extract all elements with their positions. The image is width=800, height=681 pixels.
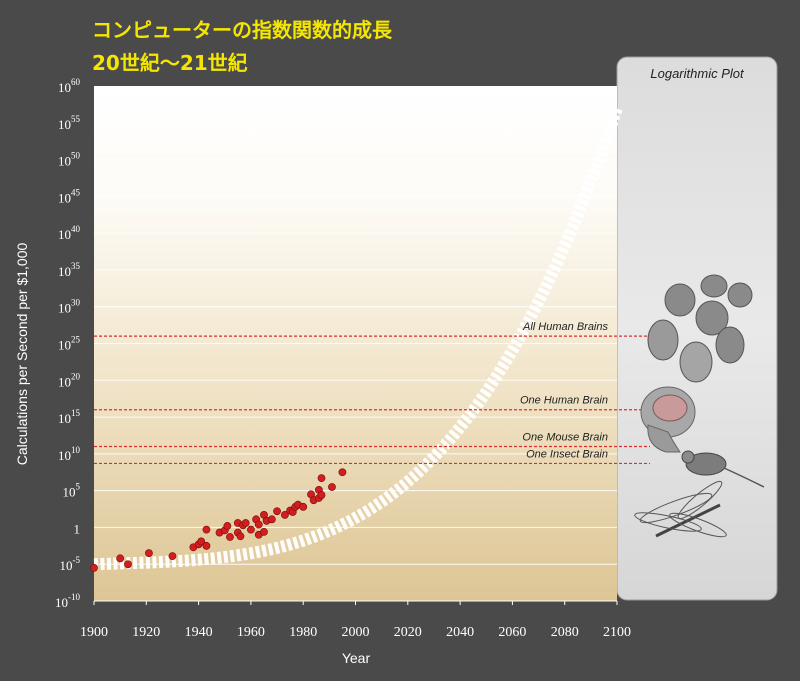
- data-point: [246, 525, 255, 534]
- x-axis-label: Year: [342, 650, 371, 666]
- y-tick-label: 10-5: [60, 555, 81, 573]
- data-point: [116, 554, 125, 563]
- data-point: [338, 468, 347, 477]
- trend-curve: [93, 106, 623, 571]
- reference-label: One Insect Brain: [526, 448, 608, 460]
- y-tick-label: 1015: [58, 408, 81, 426]
- y-tick-label: 10-10: [55, 592, 80, 610]
- data-point: [202, 541, 211, 550]
- chart-subtitle: 20世紀〜21世紀: [92, 51, 248, 75]
- y-tick-label: 1060: [58, 77, 81, 95]
- data-point: [267, 515, 276, 524]
- data-point: [241, 519, 250, 527]
- y-tick-label: 1010: [58, 445, 81, 463]
- reference-label: One Mouse Brain: [522, 432, 608, 444]
- data-point: [280, 511, 289, 519]
- data-point: [90, 563, 98, 572]
- data-point: [202, 525, 211, 534]
- mouse-image: [681, 450, 765, 488]
- data-points: [90, 468, 347, 572]
- x-tick-label: 2020: [394, 625, 422, 640]
- y-tick-labels: 10-10 10-5 1 105 1010 1015 1020 1025 1030 1035 104…: [55, 77, 81, 610]
- x-tick-label: 1900: [80, 625, 108, 640]
- x-tick-label: 1940: [185, 625, 213, 640]
- data-point: [168, 552, 177, 561]
- data-point: [299, 502, 308, 511]
- data-point: [317, 474, 326, 483]
- x-tick-label: 1980: [289, 625, 317, 640]
- y-tick-label: 1040: [58, 224, 81, 242]
- side-panel-title: Logarithmic Plot: [650, 66, 745, 81]
- gridlines: [94, 122, 617, 565]
- y-tick-label: 1035: [58, 261, 81, 279]
- y-tick-label: 105: [63, 482, 81, 500]
- human-crowd-image: [647, 274, 753, 383]
- x-tick-label: 2000: [342, 625, 370, 640]
- data-point: [328, 483, 336, 491]
- human-head-image: [640, 386, 696, 453]
- y-tick-label: 1055: [58, 114, 81, 132]
- trend-band: [93, 106, 623, 571]
- data-point: [236, 532, 245, 541]
- data-point: [145, 549, 153, 558]
- data-point: [226, 533, 234, 541]
- y-tick-label: 1030: [58, 298, 81, 316]
- y-tick-label: 1050: [58, 151, 81, 169]
- x-tick-labels: 1900 1920 1940 1960 1980 2000 2020 2040 2060 2080…: [80, 601, 631, 640]
- reference-lines: All Human Brains One Human Brain One Mouse…: [94, 321, 650, 465]
- x-tick-label: 2100: [603, 625, 631, 640]
- data-point: [254, 520, 263, 529]
- data-point: [260, 527, 268, 536]
- data-point: [273, 507, 281, 516]
- y-tick-label: 1045: [58, 187, 81, 205]
- y-tick-label: 1025: [58, 335, 81, 353]
- x-tick-label: 1960: [237, 625, 265, 640]
- reference-label: All Human Brains: [522, 321, 608, 333]
- y-tick-label: 1: [74, 521, 81, 536]
- y-tick-label: 1020: [58, 371, 81, 389]
- x-tick-label: 2080: [551, 625, 579, 640]
- dragonfly-image: [634, 480, 727, 538]
- data-point: [223, 522, 232, 530]
- y-axis-label: Calculations per Second per $1,000: [14, 242, 30, 465]
- chart-title: コンピューターの指数関数的成長: [92, 18, 392, 42]
- x-tick-label: 2040: [446, 625, 474, 640]
- data-point: [197, 537, 206, 546]
- data-point: [317, 491, 326, 499]
- x-tick-label: 1920: [132, 625, 160, 640]
- data-point: [124, 560, 132, 569]
- reference-label: One Human Brain: [520, 395, 608, 407]
- x-tick-label: 2060: [498, 625, 526, 640]
